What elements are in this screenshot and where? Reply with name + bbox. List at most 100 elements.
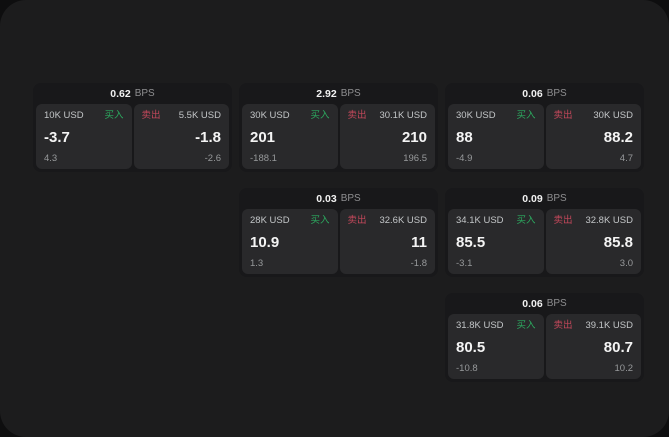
buy-change: -10.8 [456, 363, 478, 374]
buy-panel[interactable]: 31.8K USD 买入 80.5 -10.8 [448, 314, 544, 379]
buy-panel-top: 31.8K USD 买入 [456, 320, 536, 331]
quote-body: 31.8K USD 买入 80.5 -10.8 卖出 39.1K USD 80.… [445, 314, 644, 382]
sell-panel[interactable]: 卖出 32.8K USD 85.8 3.0 [545, 209, 641, 274]
quote-card: 0.06 BPS 30K USD 买入 88 -4.9 卖出 30K USD [445, 83, 644, 172]
buy-size-label: 28K USD [250, 215, 290, 226]
sell-change: 4.7 [619, 153, 633, 164]
bps-header: 0.03 BPS [239, 188, 438, 209]
buy-tag: 买入 [104, 110, 124, 121]
sell-size-label: 32.6K USD [379, 215, 427, 226]
buy-size-label: 34.1K USD [456, 215, 504, 226]
buy-panel-top: 28K USD 买入 [250, 215, 330, 226]
sell-panel[interactable]: 卖出 5.5K USD -1.8 -2.6 [133, 104, 229, 169]
bps-value: 2.92 [316, 87, 337, 100]
sell-size-label: 5.5K USD [178, 110, 221, 121]
sell-size-label: 32.8K USD [585, 215, 633, 226]
sell-change: -2.6 [204, 153, 221, 164]
bps-header: 0.06 BPS [445, 83, 644, 104]
sell-price: 11 [411, 233, 427, 251]
bps-unit: BPS [134, 88, 155, 99]
sell-panel-top: 卖出 39.1K USD [554, 320, 634, 331]
sell-price: 210 [401, 128, 427, 146]
sell-size-label: 30K USD [593, 110, 633, 121]
buy-price: 10.9 [250, 233, 280, 251]
buy-panel-top: 10K USD 买入 [44, 110, 124, 121]
sell-panel-top: 卖出 32.6K USD [348, 215, 428, 226]
buy-change: -3.1 [456, 258, 473, 269]
sell-tag: 卖出 [141, 110, 161, 121]
bps-value: 0.03 [316, 192, 337, 205]
sell-tag: 卖出 [553, 110, 573, 121]
quote-card: 0.62 BPS 10K USD 买入 -3.7 4.3 卖出 5.5K USD [33, 83, 232, 172]
sell-panel-top: 卖出 30K USD [554, 110, 634, 121]
sell-size-label: 30.1K USD [379, 110, 427, 121]
buy-panel-top: 30K USD 买入 [250, 110, 330, 121]
sell-change: 10.2 [614, 363, 634, 374]
bps-value: 0.06 [522, 87, 543, 100]
sell-tag: 卖出 [553, 320, 573, 331]
quote-body: 28K USD 买入 10.9 1.3 卖出 32.6K USD 11 -1.8 [239, 209, 438, 277]
sell-price: -1.8 [195, 128, 221, 146]
quote-card: 2.92 BPS 30K USD 买入 201 -188.1 卖出 30.1K … [239, 83, 438, 172]
buy-change: -4.9 [456, 153, 473, 164]
sell-panel-top: 卖出 5.5K USD [142, 110, 222, 121]
sell-panel[interactable]: 卖出 30K USD 88.2 4.7 [545, 104, 641, 169]
sell-tag: 卖出 [347, 215, 367, 226]
bps-unit: BPS [546, 193, 567, 204]
buy-price: 85.5 [456, 233, 486, 251]
sell-change: 3.0 [619, 258, 633, 269]
bps-header: 0.06 BPS [445, 293, 644, 314]
sell-panel[interactable]: 卖出 39.1K USD 80.7 10.2 [545, 314, 641, 379]
buy-change: 1.3 [250, 258, 264, 269]
quote-card: 0.03 BPS 28K USD 买入 10.9 1.3 卖出 32.6K US… [239, 188, 438, 277]
buy-change: 4.3 [44, 153, 58, 164]
bps-header: 0.62 BPS [33, 83, 232, 104]
sell-panel-top: 卖出 32.8K USD [554, 215, 634, 226]
sell-panel[interactable]: 卖出 30.1K USD 210 196.5 [339, 104, 435, 169]
buy-size-label: 30K USD [456, 110, 496, 121]
buy-size-label: 10K USD [44, 110, 84, 121]
bps-value: 0.06 [522, 297, 543, 310]
buy-tag: 买入 [516, 110, 536, 121]
buy-price: -3.7 [44, 128, 70, 146]
quote-body: 34.1K USD 买入 85.5 -3.1 卖出 32.8K USD 85.8… [445, 209, 644, 277]
bps-header: 0.09 BPS [445, 188, 644, 209]
bps-header: 2.92 BPS [239, 83, 438, 104]
sell-tag: 卖出 [553, 215, 573, 226]
buy-price: 80.5 [456, 338, 486, 356]
quote-body: 30K USD 买入 88 -4.9 卖出 30K USD 88.2 4.7 [445, 104, 644, 172]
quote-body: 30K USD 买入 201 -188.1 卖出 30.1K USD 210 1… [239, 104, 438, 172]
sell-change: -1.8 [410, 258, 427, 269]
bps-unit: BPS [340, 88, 361, 99]
buy-panel[interactable]: 10K USD 买入 -3.7 4.3 [36, 104, 132, 169]
quote-card: 0.09 BPS 34.1K USD 买入 85.5 -3.1 卖出 32.8K… [445, 188, 644, 277]
sell-price: 88.2 [603, 128, 633, 146]
sell-panel-top: 卖出 30.1K USD [348, 110, 428, 121]
sell-panel[interactable]: 卖出 32.6K USD 11 -1.8 [339, 209, 435, 274]
sell-change: 196.5 [403, 153, 427, 164]
bps-value: 0.62 [110, 87, 131, 100]
buy-change: -188.1 [250, 153, 277, 164]
buy-tag: 买入 [516, 215, 536, 226]
buy-price: 201 [250, 128, 276, 146]
buy-size-label: 30K USD [250, 110, 290, 121]
buy-tag: 买入 [516, 320, 536, 331]
sell-tag: 卖出 [347, 110, 367, 121]
quote-card: 0.06 BPS 31.8K USD 买入 80.5 -10.8 卖出 39.1… [445, 293, 644, 382]
bps-unit: BPS [546, 88, 567, 99]
buy-panel[interactable]: 28K USD 买入 10.9 1.3 [242, 209, 338, 274]
bps-unit: BPS [340, 193, 361, 204]
buy-panel-top: 34.1K USD 买入 [456, 215, 536, 226]
sell-size-label: 39.1K USD [585, 320, 633, 331]
sell-price: 80.7 [603, 338, 633, 356]
buy-size-label: 31.8K USD [456, 320, 504, 331]
sell-price: 85.8 [603, 233, 633, 251]
quote-body: 10K USD 买入 -3.7 4.3 卖出 5.5K USD -1.8 -2.… [33, 104, 232, 172]
buy-panel[interactable]: 34.1K USD 买入 85.5 -3.1 [448, 209, 544, 274]
buy-tag: 买入 [310, 215, 330, 226]
buy-panel-top: 30K USD 买入 [456, 110, 536, 121]
buy-panel[interactable]: 30K USD 买入 88 -4.9 [448, 104, 544, 169]
buy-panel[interactable]: 30K USD 买入 201 -188.1 [242, 104, 338, 169]
buy-price: 88 [456, 128, 473, 146]
